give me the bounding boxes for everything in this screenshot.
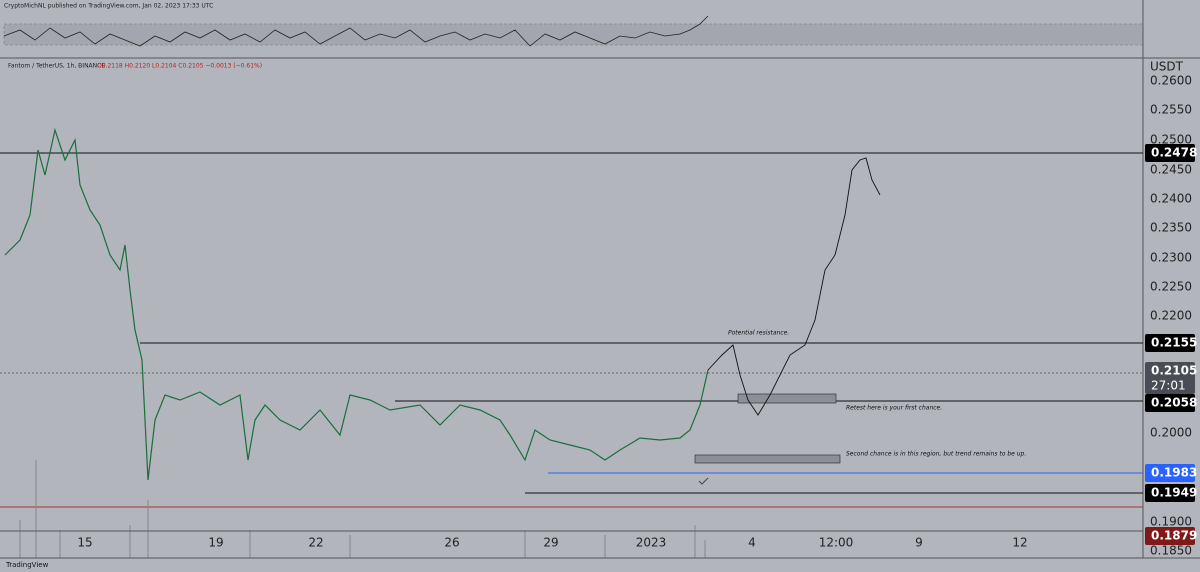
- second-zone: [694, 454, 841, 464]
- annotation: Second chance is in this region, but tre…: [846, 451, 1026, 458]
- price-label: 0.2058: [1151, 396, 1197, 410]
- price-badge: [1145, 334, 1195, 352]
- publisher: CryptoMichNL published on TradingView.co…: [4, 3, 213, 10]
- price-label: 0.1983: [1151, 466, 1197, 480]
- time-tick: 12: [1012, 536, 1027, 550]
- ohlc: O0.2118 H0.2120 L0.2104 C0.2105 −0.0013 …: [97, 63, 262, 70]
- price-tick: 0.1900: [1150, 515, 1192, 529]
- price-tick: 0.2400: [1150, 192, 1192, 206]
- time-tick: 29: [543, 536, 558, 550]
- price-history: [4, 127, 709, 481]
- projection-path: [707, 157, 881, 416]
- price-tick: 0.2200: [1150, 309, 1192, 323]
- price-badge: [1145, 464, 1195, 482]
- annotation: Potential resistance.: [728, 330, 789, 337]
- retest-zone: [737, 393, 837, 404]
- current-price: 0.2105: [1151, 364, 1197, 378]
- time-tick: 19: [208, 536, 223, 550]
- price-badge: [1145, 527, 1195, 545]
- annotation: Retest here is your first chance.: [846, 405, 942, 412]
- indicator-line: [3, 15, 709, 47]
- time-tick: 26: [444, 536, 459, 550]
- price-badge: [1145, 484, 1195, 502]
- countdown: 27:01: [1151, 379, 1186, 393]
- price-label: 0.1879: [1151, 529, 1197, 543]
- price-tick: 0.2500: [1150, 133, 1192, 147]
- price-tick: 0.2000: [1150, 426, 1192, 440]
- price-label: 0.1949: [1151, 486, 1197, 500]
- check-icon: [698, 477, 709, 485]
- price-badge: [1145, 144, 1195, 162]
- time-tick: 22: [308, 536, 323, 550]
- symbol: Fantom / TetherUS, 1h, BINANCE: [8, 63, 105, 70]
- volume: [19, 460, 706, 558]
- time-tick: 4: [748, 536, 756, 550]
- price-badge: [1145, 362, 1195, 394]
- time-tick: 15: [77, 536, 92, 550]
- price-label: 0.2155: [1151, 336, 1197, 350]
- price-tick: 0.1850: [1150, 544, 1192, 558]
- indicator-band: [3, 23, 1144, 46]
- price-tick: 0.2550: [1150, 103, 1192, 117]
- time-tick: 9: [915, 536, 923, 550]
- price-tick: 0.2300: [1150, 251, 1192, 265]
- price-badge: [1145, 394, 1195, 412]
- price-ticks: 0.2600 0.2550 0.2500 0.2450 0.2400 0.235…: [1150, 74, 1192, 558]
- price-label: 0.2478: [1151, 146, 1197, 160]
- price-tick: 0.2450: [1150, 163, 1192, 177]
- price-tick: 0.2600: [1150, 74, 1192, 88]
- time-tick: 12:00: [819, 536, 854, 550]
- price-tick: 0.2250: [1150, 280, 1192, 294]
- footer: TradingView: [5, 561, 49, 569]
- price-unit: USDT: [1150, 60, 1184, 74]
- time-tick: 2023: [636, 536, 667, 550]
- price-tick: 0.2350: [1150, 221, 1192, 235]
